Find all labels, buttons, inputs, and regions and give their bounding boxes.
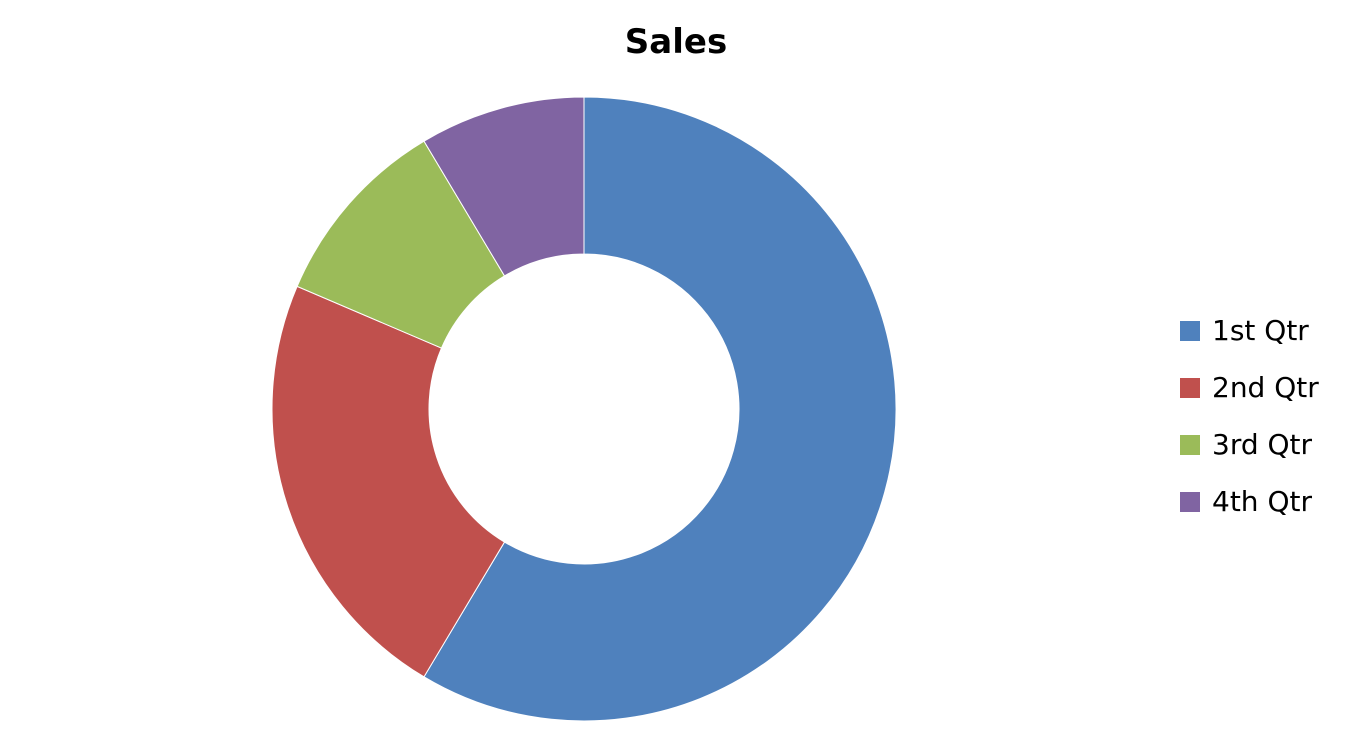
legend-swatch bbox=[1180, 491, 1200, 512]
legend-label: 2nd Qtr bbox=[1212, 371, 1319, 404]
slice-2nd-qtr bbox=[271, 285, 506, 678]
slice-4th-qtr bbox=[423, 96, 585, 277]
slice-1st-qtr bbox=[423, 96, 897, 722]
legend-label: 1st Qtr bbox=[1212, 314, 1309, 347]
legend-item: 3rd Qtr bbox=[1180, 416, 1319, 473]
legend-item: 4th Qtr bbox=[1180, 473, 1319, 530]
legend-swatch bbox=[1180, 377, 1200, 398]
legend-swatch bbox=[1180, 434, 1200, 455]
legend-item: 1st Qtr bbox=[1180, 302, 1319, 359]
legend-label: 3rd Qtr bbox=[1212, 428, 1313, 461]
legend-swatch bbox=[1180, 320, 1200, 341]
chart-title: Sales bbox=[624, 22, 728, 62]
legend-item: 2nd Qtr bbox=[1180, 359, 1319, 416]
chart-legend: 1st Qtr 2nd Qtr 3rd Qtr 4th Qtr bbox=[1180, 302, 1319, 530]
legend-label: 4th Qtr bbox=[1212, 485, 1312, 518]
